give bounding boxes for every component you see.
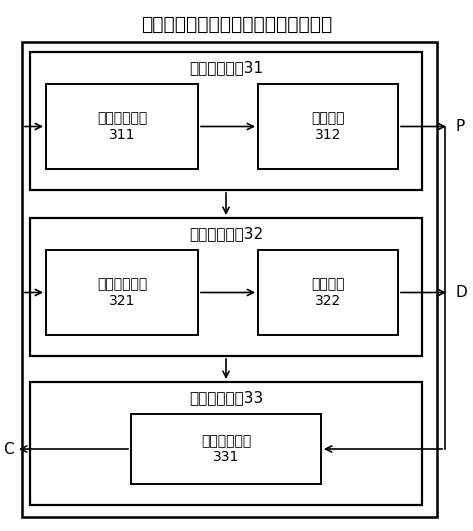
- Text: 室内氮氧化物致癌风险的快速检测装置: 室内氮氧化物致癌风险的快速检测装置: [141, 14, 332, 33]
- Text: 数据采集单元
321: 数据采集单元 321: [97, 277, 147, 307]
- Bar: [46, 84, 198, 169]
- Bar: [46, 250, 198, 335]
- Text: D: D: [455, 285, 467, 300]
- Text: 致癌风险模块33: 致癌风险模块33: [189, 390, 263, 406]
- Text: 计量单元
322: 计量单元 322: [311, 277, 345, 307]
- Text: P: P: [455, 119, 464, 134]
- Bar: [30, 52, 422, 190]
- Text: 暴露剂量模块31: 暴露剂量模块31: [189, 61, 263, 75]
- Bar: [22, 42, 437, 517]
- Text: 风险评估单元
331: 风险评估单元 331: [201, 434, 251, 464]
- Text: 剂量反应模块32: 剂量反应模块32: [189, 227, 263, 242]
- Bar: [258, 250, 398, 335]
- Text: 数据采集单元
311: 数据采集单元 311: [97, 112, 147, 142]
- Text: 计量单元
312: 计量单元 312: [311, 112, 345, 142]
- Bar: [258, 84, 398, 169]
- Bar: [30, 382, 422, 505]
- Bar: [30, 218, 422, 356]
- Text: C: C: [3, 441, 13, 457]
- Bar: [131, 414, 321, 484]
